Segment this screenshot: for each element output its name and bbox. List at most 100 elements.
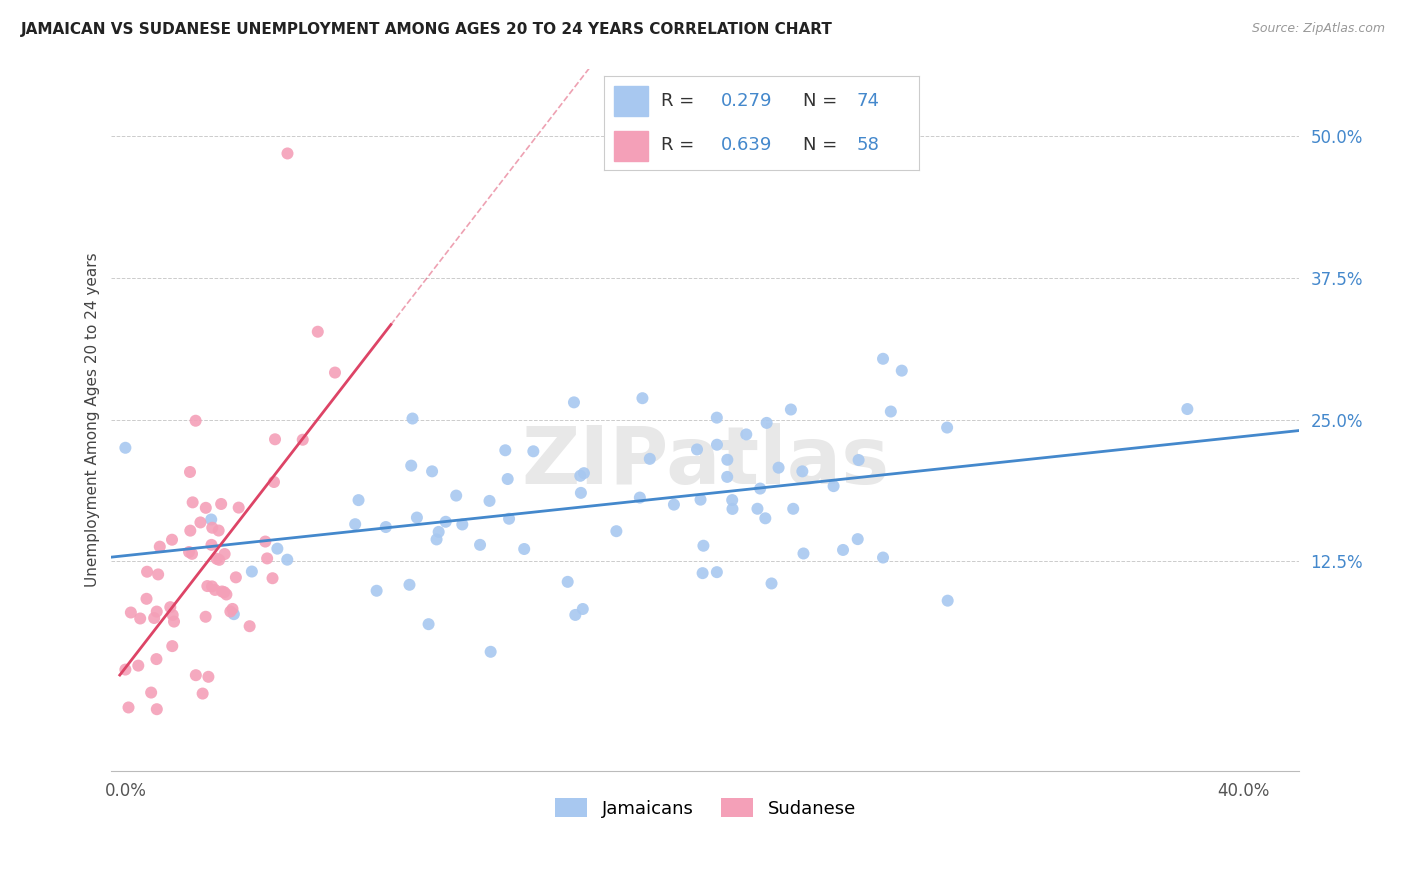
Point (179, 524, 201, 538)
Legend: Jamaicans, Sudanese: Jamaicans, Sudanese (547, 791, 863, 825)
Point (1175, 402, 1198, 417)
Point (706, 565, 728, 579)
Point (872, 351, 894, 366)
Point (374, 520, 396, 534)
Text: ZIPatlas: ZIPatlas (522, 423, 890, 500)
Point (201, 521, 224, 535)
Point (264, 432, 287, 446)
Point (197, 670, 219, 684)
Point (572, 466, 595, 480)
Point (564, 607, 586, 622)
Point (638, 451, 661, 466)
Point (214, 547, 236, 561)
Point (513, 541, 536, 556)
Point (262, 571, 284, 585)
Point (434, 515, 457, 529)
Point (706, 438, 728, 452)
Point (239, 619, 262, 633)
Point (426, 533, 449, 547)
Point (631, 391, 654, 405)
Point (143, 611, 166, 625)
Point (562, 395, 585, 409)
Point (179, 465, 201, 479)
Point (494, 443, 516, 458)
Point (366, 583, 388, 598)
Point (735, 427, 758, 442)
Point (323, 366, 346, 380)
Point (240, 565, 263, 579)
Point (478, 494, 501, 508)
Point (427, 524, 450, 539)
Point (190, 516, 212, 530)
Point (221, 602, 243, 616)
Point (872, 550, 894, 565)
Point (761, 576, 783, 591)
Point (162, 639, 184, 653)
Point (479, 645, 502, 659)
Point (181, 495, 204, 509)
Point (755, 416, 778, 430)
Point (569, 468, 592, 483)
Point (114, 441, 136, 455)
Point (222, 607, 245, 622)
Point (276, 552, 298, 566)
Point (605, 524, 627, 539)
Point (263, 475, 285, 489)
Point (782, 501, 804, 516)
Point (721, 502, 744, 516)
Point (162, 607, 184, 622)
Point (522, 444, 544, 458)
Point (557, 574, 579, 589)
Point (444, 489, 467, 503)
Point (195, 579, 218, 593)
Point (200, 512, 222, 526)
Point (254, 534, 277, 549)
Point (201, 579, 224, 593)
Point (129, 611, 152, 625)
Point (291, 433, 314, 447)
Point (628, 491, 651, 505)
Point (225, 570, 247, 584)
Point (214, 585, 236, 599)
Point (127, 658, 149, 673)
Point (276, 146, 298, 161)
Point (215, 587, 238, 601)
Point (184, 414, 207, 428)
Point (846, 532, 869, 546)
Point (117, 700, 139, 714)
Point (194, 500, 217, 515)
Point (792, 547, 814, 561)
Point (135, 591, 157, 606)
Point (721, 493, 744, 508)
Point (163, 615, 186, 629)
Point (662, 498, 685, 512)
Y-axis label: Unemployment Among Ages 20 to 24 years: Unemployment Among Ages 20 to 24 years (86, 252, 100, 587)
Point (141, 685, 163, 699)
Point (307, 325, 329, 339)
Point (749, 482, 772, 496)
Point (120, 606, 142, 620)
Point (401, 411, 423, 425)
Point (747, 501, 769, 516)
Point (146, 567, 169, 582)
Point (256, 551, 278, 566)
Point (208, 524, 231, 538)
Point (159, 600, 181, 615)
Point (219, 605, 242, 619)
Point (344, 517, 367, 532)
Point (848, 453, 870, 467)
Point (936, 420, 959, 434)
Point (418, 617, 440, 632)
Point (420, 464, 443, 478)
Point (347, 493, 370, 508)
Point (211, 584, 233, 599)
Point (716, 452, 738, 467)
Point (205, 551, 228, 566)
Point (686, 442, 709, 457)
Point (692, 539, 714, 553)
Point (145, 652, 167, 666)
Point (184, 668, 207, 682)
Point (145, 605, 167, 619)
Point (496, 472, 519, 486)
Point (209, 497, 232, 511)
